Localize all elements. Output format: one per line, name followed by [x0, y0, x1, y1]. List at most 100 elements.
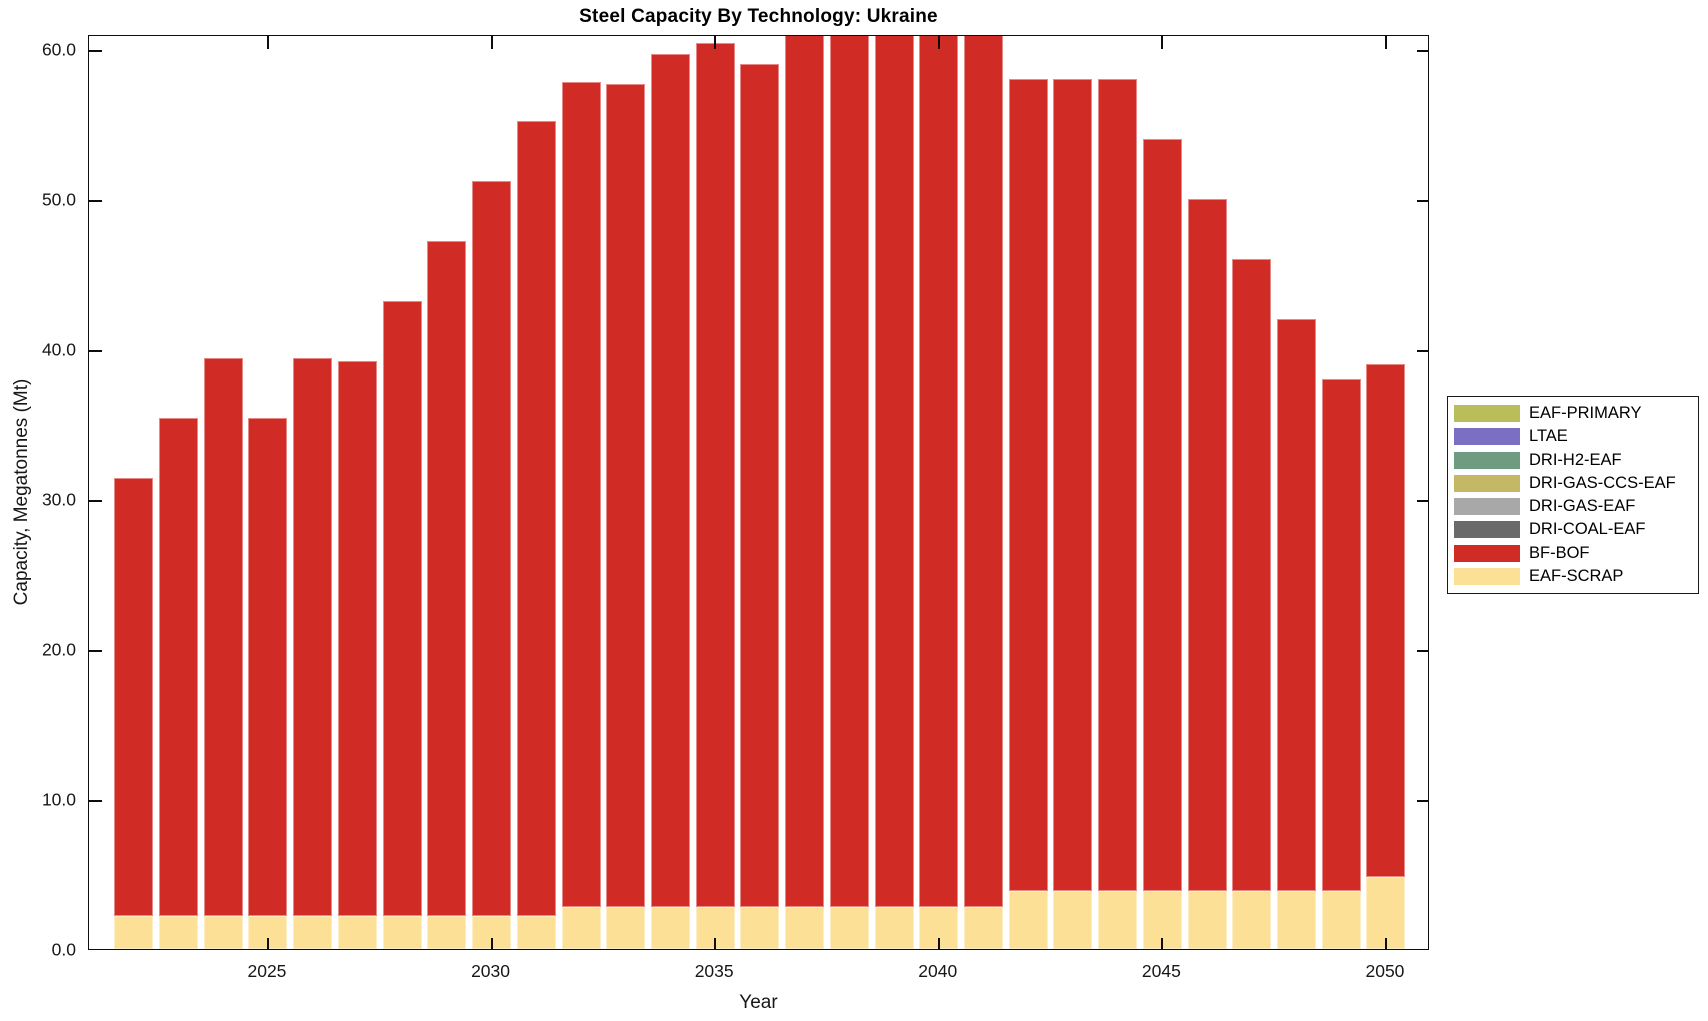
bar-2040-bf-bof: [919, 36, 959, 907]
legend-swatch-icon: [1454, 405, 1520, 423]
bar-2031-bf-bof: [516, 121, 556, 916]
legend-label: DRI-COAL-EAF: [1529, 520, 1646, 539]
bar-2022-bf-bof: [114, 478, 154, 916]
x-tick-top-2035: [714, 36, 717, 49]
x-tick-label-2035: 2035: [694, 961, 734, 981]
bar-2027-eaf-scrap: [337, 916, 377, 949]
legend-swatch-icon: [1454, 474, 1520, 492]
x-tick-top-2025: [266, 36, 269, 49]
y-tick-label-50: 50.0: [41, 189, 76, 210]
bar-2041-eaf-scrap: [963, 907, 1003, 949]
legend-label: LTAE: [1529, 427, 1568, 446]
x-tick-top-2040: [937, 36, 940, 49]
bar-2025-bf-bof: [248, 418, 288, 916]
y-tick-left-50: [89, 200, 102, 202]
bar-2028-bf-bof: [382, 301, 422, 916]
bar-2034-eaf-scrap: [650, 907, 690, 949]
bar-2027-bf-bof: [337, 361, 377, 916]
legend-item-dri-gas-eaf: DRI-GAS-EAF: [1454, 497, 1692, 516]
bar-2029-eaf-scrap: [427, 916, 467, 949]
bar-2035-bf-bof: [695, 43, 735, 907]
bar-2024-eaf-scrap: [203, 916, 243, 949]
bar-2045-bf-bof: [1142, 139, 1182, 891]
bar-2036-eaf-scrap: [740, 907, 780, 949]
x-tick-label-2040: 2040: [918, 961, 958, 981]
bar-2032-bf-bof: [561, 82, 601, 907]
bar-2022-eaf-scrap: [114, 916, 154, 949]
y-tick-left-40: [89, 350, 102, 352]
x-tick-bottom-2035: [714, 938, 717, 949]
legend-item-ltae: LTAE: [1454, 427, 1692, 446]
x-tick-label-2030: 2030: [471, 961, 511, 981]
legend-swatch-icon: [1454, 451, 1520, 469]
bar-2044-bf-bof: [1098, 79, 1138, 891]
legend-swatch-icon: [1454, 544, 1520, 562]
x-tick-top-2045: [1161, 36, 1164, 49]
legend-label: EAF-SCRAP: [1529, 566, 1624, 585]
legend-item-dri-h2-eaf: DRI-H2-EAF: [1454, 451, 1692, 470]
x-tick-bottom-2045: [1161, 938, 1164, 949]
bar-2029-bf-bof: [427, 241, 467, 916]
y-tick-right-10: [1417, 800, 1428, 802]
bar-2038-bf-bof: [829, 36, 869, 907]
bar-2037-eaf-scrap: [785, 907, 825, 949]
y-tick-label-20: 20.0: [41, 639, 76, 660]
y-tick-label-30: 30.0: [41, 489, 76, 510]
bar-2026-bf-bof: [293, 358, 333, 916]
legend-label: DRI-GAS-CCS-EAF: [1529, 473, 1676, 492]
x-tick-label-2045: 2045: [1141, 961, 1181, 981]
bar-2046-bf-bof: [1187, 199, 1227, 891]
bar-2039-bf-bof: [874, 36, 914, 907]
y-tick-left-0: [89, 949, 102, 950]
bar-2042-bf-bof: [1008, 79, 1048, 891]
bar-2038-eaf-scrap: [829, 907, 869, 949]
y-tick-left-20: [89, 650, 102, 652]
legend-item-eaf-primary: EAF-PRIMARY: [1454, 404, 1692, 423]
y-tick-right-60: [1417, 50, 1428, 52]
legend-swatch-icon: [1454, 567, 1520, 585]
x-tick-bottom-2025: [266, 938, 269, 949]
bar-2039-eaf-scrap: [874, 907, 914, 949]
legend-label: DRI-GAS-EAF: [1529, 497, 1636, 516]
bar-2043-bf-bof: [1053, 79, 1093, 891]
bar-2050-eaf-scrap: [1366, 877, 1406, 949]
legend-item-dri-gas-ccs-eaf: DRI-GAS-CCS-EAF: [1454, 474, 1692, 493]
x-tick-top-2050: [1384, 36, 1387, 49]
legend-label: BF-BOF: [1529, 543, 1590, 562]
bar-2033-eaf-scrap: [606, 907, 646, 949]
bar-2033-bf-bof: [606, 83, 646, 907]
bar-2031-eaf-scrap: [516, 916, 556, 949]
chart-title: Steel Capacity By Technology: Ukraine: [579, 6, 938, 27]
bar-2032-eaf-scrap: [561, 907, 601, 949]
bar-2041-bf-bof: [963, 36, 1003, 907]
y-tick-label-0: 0.0: [51, 939, 76, 960]
x-tick-bottom-2050: [1384, 938, 1387, 949]
x-tick-bottom-2040: [937, 938, 940, 949]
y-tick-label-40: 40.0: [41, 339, 76, 360]
legend-swatch-icon: [1454, 498, 1520, 516]
legend-item-dri-coal-eaf: DRI-COAL-EAF: [1454, 520, 1692, 539]
legend-item-bf-bof: BF-BOF: [1454, 544, 1692, 563]
y-tick-label-60: 60.0: [41, 39, 76, 60]
bar-2028-eaf-scrap: [382, 916, 422, 949]
bar-2036-bf-bof: [740, 64, 780, 907]
bar-2050-bf-bof: [1366, 364, 1406, 877]
y-tick-label-10: 10.0: [41, 789, 76, 810]
y-tick-right-40: [1417, 350, 1428, 352]
x-axis-label: Year: [739, 992, 778, 1013]
bar-2047-eaf-scrap: [1232, 890, 1272, 949]
x-tick-top-2030: [490, 36, 493, 49]
legend-swatch-icon: [1454, 521, 1520, 539]
legend-label: EAF-PRIMARY: [1529, 404, 1642, 423]
legend-item-eaf-scrap: EAF-SCRAP: [1454, 567, 1692, 586]
y-tick-right-50: [1417, 200, 1428, 202]
bar-2023-bf-bof: [159, 418, 199, 916]
bar-2049-eaf-scrap: [1321, 890, 1361, 949]
bar-2034-bf-bof: [650, 53, 690, 907]
plot-area: [88, 35, 1429, 950]
y-tick-left-30: [89, 500, 102, 502]
bar-2023-eaf-scrap: [159, 916, 199, 949]
bar-2049-bf-bof: [1321, 379, 1361, 891]
x-tick-label-2050: 2050: [1365, 961, 1405, 981]
